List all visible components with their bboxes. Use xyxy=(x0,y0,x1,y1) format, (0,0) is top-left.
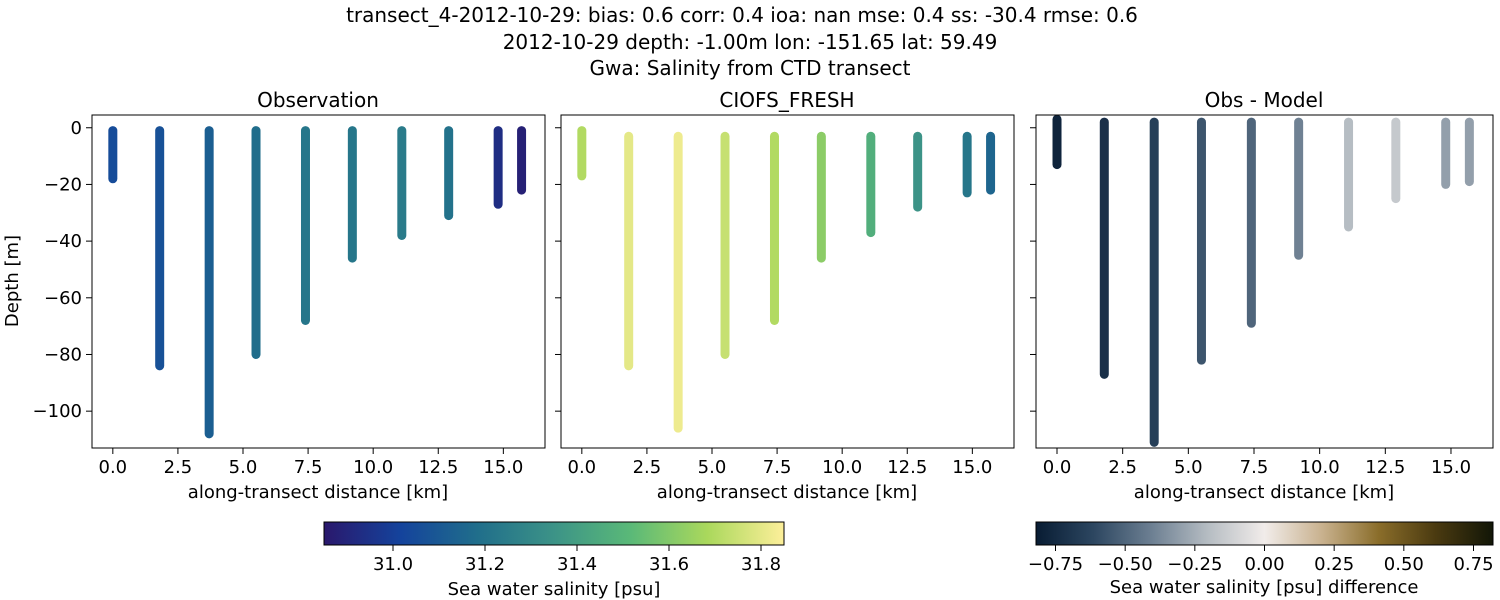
colorbar-tick-label: −0.50 xyxy=(1098,554,1153,575)
x-tick-label: 5.0 xyxy=(1174,457,1203,478)
x-axis-ticks: 0.0 2.5 5.0 7.5 10.0 12.5 15.0 xyxy=(1043,448,1471,478)
colorbar-ticks: 31.0 31.2 31.4 31.6 31.8 xyxy=(373,545,781,575)
cast-marks xyxy=(1052,114,1474,447)
plot-frame xyxy=(91,114,546,449)
colorbar-tick-label: 31.4 xyxy=(557,554,597,575)
colorbar-tick-label: 31.2 xyxy=(465,554,505,575)
panel-difference: Obs - Model 0.0 2.5 5.0 7.5 10.0 12.5 15.0 alo… xyxy=(1030,88,1494,503)
colorbar-gradient xyxy=(323,521,785,546)
plot-frame xyxy=(1035,114,1494,449)
x-axis-ticks: 0.0 2.5 5.0 7.5 10.0 12.5 15.0 xyxy=(99,448,523,478)
x-tick-label: 2.5 xyxy=(1108,457,1137,478)
x-tick-label: 12.5 xyxy=(1365,457,1405,478)
colorbar-ticks: −0.75 −0.50 −0.25 0.00 0.25 0.50 0.75 xyxy=(1028,545,1494,575)
x-tick-label: 10.0 xyxy=(353,457,393,478)
x-tick-label: 15.0 xyxy=(952,457,992,478)
x-tick-label: 12.5 xyxy=(418,457,458,478)
x-tick-label: 5.0 xyxy=(229,457,258,478)
suptitle-line-2: 2012-10-29 depth: -1.00m lon: -151.65 la… xyxy=(503,30,998,54)
y-axis-ticks xyxy=(555,127,561,412)
x-axis-label: along-transect distance [km] xyxy=(657,482,917,503)
y-tick-label: −60 xyxy=(44,288,82,309)
cast-marks xyxy=(577,126,996,433)
y-tick-label: −100 xyxy=(33,401,82,422)
x-tick-label: 0.0 xyxy=(1043,457,1072,478)
colorbar-salinity: 31.0 31.2 31.4 31.6 31.8 Sea water salinity … xyxy=(323,521,785,600)
suptitle-line-3: Gwa: Salinity from CTD transect xyxy=(590,56,911,80)
y-axis-ticks xyxy=(1030,127,1036,412)
x-tick-label: 10.0 xyxy=(1300,457,1340,478)
panel-model: CIOFS_FRESH 0.0 2.5 5.0 7.5 10.0 12.5 15.0 alo… xyxy=(555,88,1015,503)
x-axis-label: along-transect distance [km] xyxy=(188,482,448,503)
x-tick-label: 15.0 xyxy=(1431,457,1471,478)
x-tick-label: 0.0 xyxy=(568,457,597,478)
panel-title: Obs - Model xyxy=(1205,88,1324,112)
cast-marks xyxy=(108,126,527,439)
x-tick-label: 12.5 xyxy=(887,457,927,478)
x-tick-label: 0.0 xyxy=(99,457,128,478)
x-tick-label: 2.5 xyxy=(633,457,662,478)
panel-title: CIOFS_FRESH xyxy=(719,88,854,112)
colorbar-difference: −0.75 −0.50 −0.25 0.00 0.25 0.50 0.75 Sea wate… xyxy=(1028,521,1494,598)
x-tick-label: 5.0 xyxy=(698,457,727,478)
colorbar-tick-label: 31.6 xyxy=(649,554,689,575)
x-tick-label: 2.5 xyxy=(164,457,193,478)
x-tick-label: 7.5 xyxy=(1240,457,1269,478)
colorbar-tick-label: 31.0 xyxy=(373,554,413,575)
colorbar-tick-label: 0.75 xyxy=(1453,554,1493,575)
y-tick-label: −20 xyxy=(44,174,82,195)
colorbar-tick-label: 0.25 xyxy=(1314,554,1354,575)
y-tick-label: 0 xyxy=(71,118,82,139)
plot-frame xyxy=(560,114,1015,449)
panel-observation: Observation 0.0 2.5 5.0 7.5 10.0 12.5 15.0 0 −2… xyxy=(2,88,546,503)
x-axis-ticks: 0.0 2.5 5.0 7.5 10.0 12.5 15.0 xyxy=(568,448,992,478)
y-tick-label: −40 xyxy=(44,231,82,252)
x-tick-label: 10.0 xyxy=(822,457,862,478)
x-axis-label: along-transect distance [km] xyxy=(1134,482,1394,503)
colorbar-tick-label: 0.50 xyxy=(1384,554,1424,575)
colorbar-label: Sea water salinity [psu] xyxy=(448,579,661,600)
colorbar-gradient xyxy=(1035,521,1494,546)
y-tick-label: −80 xyxy=(44,344,82,365)
colorbar-tick-label: 31.8 xyxy=(741,554,781,575)
y-axis-label: Depth [m] xyxy=(2,235,23,327)
x-tick-label: 7.5 xyxy=(294,457,323,478)
colorbar-tick-label: 0.00 xyxy=(1244,554,1284,575)
suptitle-line-1: transect_4-2012-10-29: bias: 0.6 corr: 0… xyxy=(346,3,1138,27)
colorbar-label: Sea water salinity [psu] difference xyxy=(1110,577,1419,598)
colorbar-tick-label: −0.25 xyxy=(1167,554,1222,575)
panel-title: Observation xyxy=(257,88,379,112)
x-tick-label: 7.5 xyxy=(763,457,792,478)
x-tick-label: 15.0 xyxy=(483,457,523,478)
colorbar-tick-label: −0.75 xyxy=(1028,554,1083,575)
y-axis-ticks: 0 −20 −40 −60 −80 −100 xyxy=(33,118,92,422)
